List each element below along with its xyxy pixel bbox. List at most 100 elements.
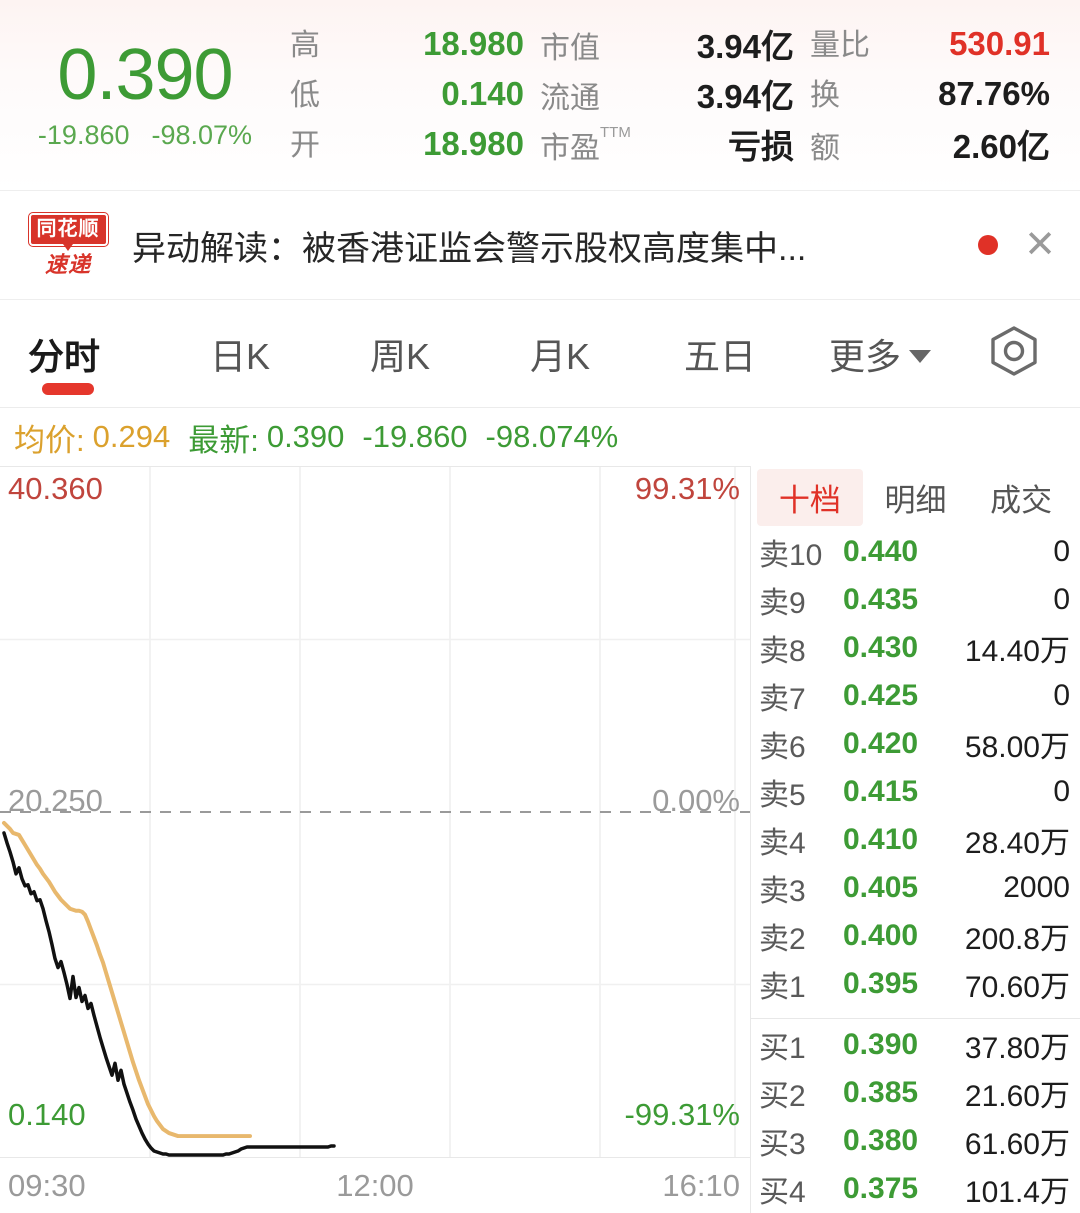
order-book-row[interactable]: 卖5 0.415 0 xyxy=(751,768,1080,816)
row-price: 0.375 xyxy=(843,1172,919,1205)
row-volume: 200.8万 xyxy=(964,923,1070,956)
stat-float-cap: 流通 3.94亿 xyxy=(540,70,810,120)
intraday-chart[interactable]: 40.360 99.31% 20.250 0.00% 0.140 -99.31% xyxy=(0,466,750,1158)
tab-label: 分时 xyxy=(28,335,101,377)
order-book-panel: 十档 明细 成交 卖10 0.440 0 卖9 0.435 0 xyxy=(750,466,1080,1213)
stat-label: 额 xyxy=(810,132,840,165)
tab-label: 周K xyxy=(369,335,430,377)
stat-value: 亏损 xyxy=(728,128,794,165)
chevron-down-icon xyxy=(909,350,931,363)
tab-label: 五日 xyxy=(683,335,756,377)
stat-low: 低 0.140 xyxy=(290,70,540,120)
tab-more[interactable]: 更多 xyxy=(800,300,960,407)
row-volume: 0 xyxy=(1053,775,1070,808)
order-book-row[interactable]: 卖9 0.435 0 xyxy=(751,576,1080,624)
tab-more-label: 更多 xyxy=(828,335,901,377)
chart-gridlines xyxy=(0,467,750,1157)
row-label: 卖3 xyxy=(759,875,806,908)
chart-time-axis: 09:30 12:00 16:10 xyxy=(0,1158,750,1213)
row-price: 0.425 xyxy=(843,679,919,712)
line-change-percent: -98.074% xyxy=(485,419,619,454)
last-price-label: 最新: xyxy=(188,422,259,458)
stat-label: 低 xyxy=(290,79,320,112)
intraday-chart-pane[interactable]: 40.360 99.31% 20.250 0.00% 0.140 -99.31%… xyxy=(0,466,750,1213)
tab-trades[interactable]: 成交 xyxy=(990,482,1053,518)
row-price: 0.385 xyxy=(843,1076,919,1109)
order-book-row[interactable]: 卖4 0.410 28.40万 xyxy=(751,816,1080,864)
stat-value: 18.980 xyxy=(423,125,524,162)
stat-value: 18.980 xyxy=(423,25,524,62)
tab-daily-k[interactable]: 日K xyxy=(160,300,320,407)
price-change: -19.860 xyxy=(37,119,130,150)
chart-ylabel-top-price: 40.360 xyxy=(8,471,103,506)
order-book-row[interactable]: 卖1 0.395 70.60万 xyxy=(751,960,1080,1008)
chart-settings-button[interactable] xyxy=(974,322,1054,385)
news-banner[interactable]: 同花顺 速递 异动解读：被香港证监会警示股权高度集中... ✕ xyxy=(0,190,1080,300)
row-volume: 21.60万 xyxy=(964,1080,1070,1113)
tab-ten-levels[interactable]: 十档 xyxy=(757,468,863,526)
close-icon[interactable]: ✕ xyxy=(1024,224,1056,266)
order-book-row[interactable]: 卖3 0.405 2000 xyxy=(751,864,1080,912)
avg-price-label: 均价: xyxy=(14,422,85,458)
row-volume: 0 xyxy=(1053,535,1070,568)
row-volume: 61.60万 xyxy=(964,1128,1070,1161)
row-label: 买2 xyxy=(759,1080,806,1113)
row-price: 0.430 xyxy=(843,631,919,664)
row-volume: 0 xyxy=(1053,679,1070,712)
news-headline[interactable]: 异动解读：被香港证监会警示股权高度集中... xyxy=(132,229,807,268)
row-label: 卖5 xyxy=(759,779,806,812)
red-dot-icon xyxy=(978,235,999,255)
row-volume: 14.40万 xyxy=(964,635,1070,668)
row-label: 买4 xyxy=(759,1176,806,1209)
row-volume: 37.80万 xyxy=(964,1032,1070,1065)
stat-label: 量比 xyxy=(810,29,870,62)
ths-logo: 同花顺 速递 xyxy=(20,213,116,277)
order-book-row[interactable]: 卖2 0.400 200.8万 xyxy=(751,912,1080,960)
row-volume: 28.40万 xyxy=(964,827,1070,860)
tab-fenshi[interactable]: 分时 xyxy=(28,300,160,407)
tab-label: 月K xyxy=(529,335,590,377)
order-book-row[interactable]: 买4 0.375 101.4万 xyxy=(751,1165,1080,1213)
quote-stats-col-1: 高 18.980 低 0.140 开 18.980 xyxy=(290,15,540,175)
order-book-list: 卖10 0.440 0 卖9 0.435 0 卖8 0.430 14.40万 xyxy=(751,528,1080,1213)
order-book-row[interactable]: 买1 0.390 37.80万 xyxy=(751,1021,1080,1069)
tab-monthly-k[interactable]: 月K xyxy=(480,300,640,407)
row-price: 0.380 xyxy=(843,1124,919,1157)
row-volume: 0 xyxy=(1053,583,1070,616)
order-book-row[interactable]: 卖10 0.440 0 xyxy=(751,528,1080,576)
row-label: 卖2 xyxy=(759,923,806,956)
stat-label: 换 xyxy=(810,79,840,112)
row-label: 卖6 xyxy=(759,731,806,764)
time-tick-mid: 12:00 xyxy=(336,1167,414,1203)
avg-price-value: 0.294 xyxy=(92,419,171,454)
current-price: 0.390 xyxy=(57,34,233,115)
quote-header: 0.390 -19.860 -98.07% 高 18.980 低 0.140 开… xyxy=(0,0,1080,190)
logo-sub-text: 速递 xyxy=(44,252,91,277)
order-book-row[interactable]: 卖6 0.420 58.00万 xyxy=(751,720,1080,768)
tab-five-day[interactable]: 五日 xyxy=(640,300,800,407)
stat-value: 87.76% xyxy=(938,75,1050,112)
chart-ylabel-top-pct: 99.31% xyxy=(634,471,740,506)
tab-weekly-k[interactable]: 周K xyxy=(320,300,480,407)
stat-label: 市值 xyxy=(540,32,600,65)
order-book-row[interactable]: 卖7 0.425 0 xyxy=(751,672,1080,720)
stat-label: 流通 xyxy=(540,82,600,115)
tab-details[interactable]: 明细 xyxy=(884,482,947,518)
order-book-row[interactable]: 买3 0.380 61.60万 xyxy=(751,1117,1080,1165)
stat-label: 高 xyxy=(290,29,320,62)
order-book-sell-side: 卖10 0.440 0 卖9 0.435 0 卖8 0.430 14.40万 xyxy=(751,528,1080,1014)
stat-label: 市盈TTM xyxy=(540,123,636,167)
quote-stats-grid: 高 18.980 低 0.140 开 18.980 市值 3.94亿 xyxy=(290,15,1066,175)
row-label: 卖7 xyxy=(759,683,806,716)
row-price: 0.400 xyxy=(843,919,919,952)
last-price-value: 0.390 xyxy=(266,419,345,454)
order-book-row[interactable]: 买2 0.385 21.60万 xyxy=(751,1069,1080,1117)
order-book-row[interactable]: 卖8 0.430 14.40万 xyxy=(751,624,1080,672)
row-label: 卖4 xyxy=(759,827,806,860)
order-book-buy-side: 买1 0.390 37.80万 买2 0.385 21.60万 买3 0.380… xyxy=(751,1021,1080,1213)
chart-ylabel-bottom-pct: -99.31% xyxy=(624,1097,740,1132)
settings-hexagon-icon xyxy=(985,322,1043,385)
chart-series xyxy=(2,820,336,1157)
row-price: 0.435 xyxy=(843,583,919,616)
